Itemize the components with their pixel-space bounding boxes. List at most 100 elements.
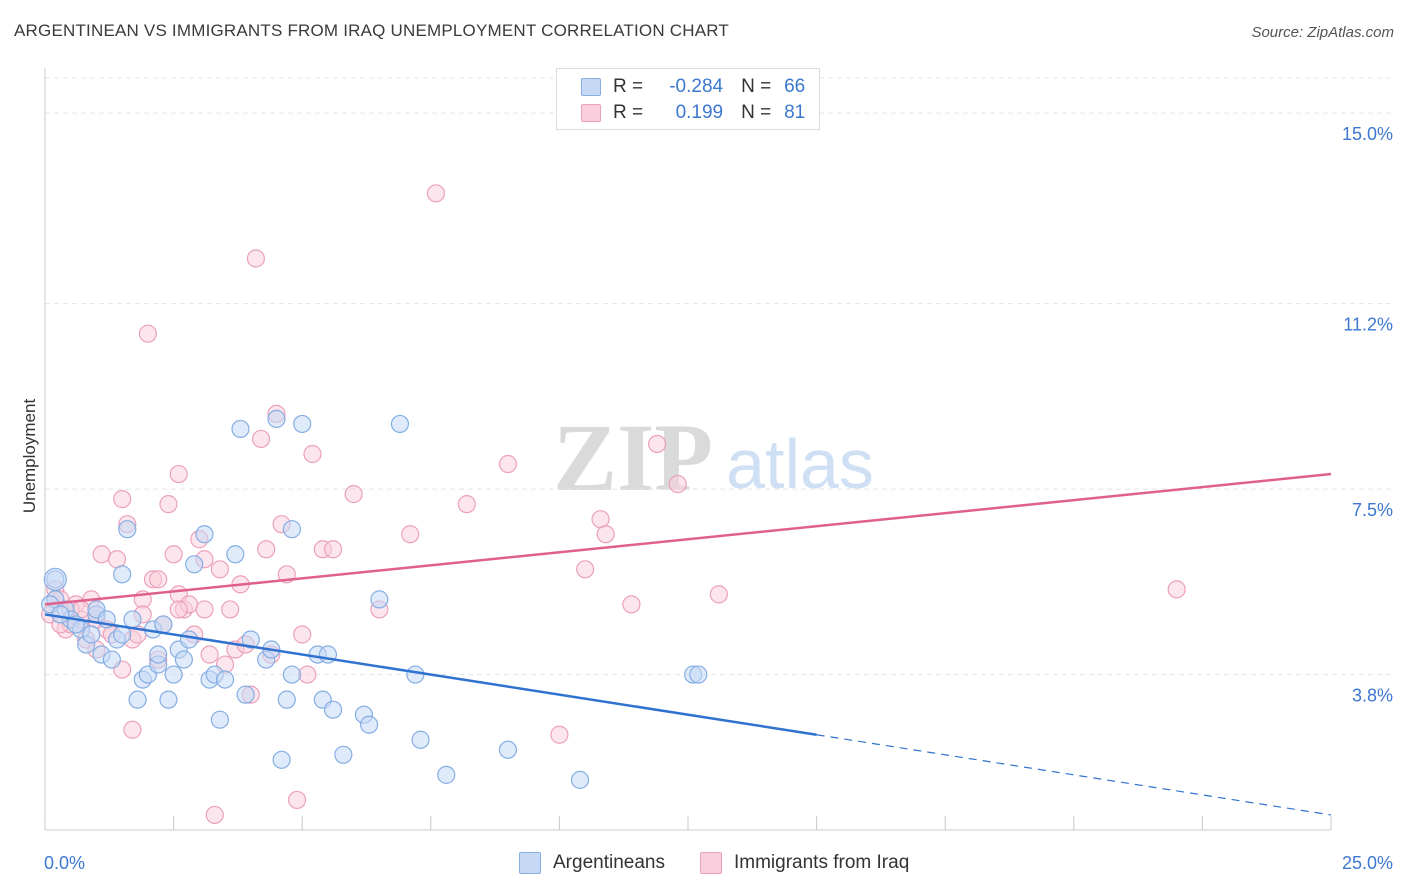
iraq-point	[169, 464, 188, 484]
iraq-point	[323, 540, 343, 559]
argentineans-point	[282, 665, 302, 684]
iraq-point	[246, 249, 266, 268]
source-note: Source: ZipAtlas.com	[1251, 24, 1394, 41]
iraq-legend-swatch	[700, 852, 722, 874]
r-label: R =	[613, 102, 644, 123]
iraq-point	[401, 525, 420, 544]
iraq-point	[195, 600, 214, 619]
argentineans-point	[334, 745, 353, 764]
n-value: 81	[784, 102, 806, 123]
iraq-point	[648, 434, 667, 454]
argentineans-point	[498, 740, 518, 759]
argentineans-point	[370, 590, 389, 609]
argentineans-trend-line	[44, 613, 817, 736]
iraq-point	[293, 625, 312, 644]
iraq-point	[138, 324, 157, 343]
n-label: N =	[741, 102, 772, 123]
stats-legend-row-iraq: R = 0.199 N = 81	[581, 100, 805, 126]
iraq-point	[426, 184, 446, 203]
legend-item-argentineans: Argentineans	[519, 852, 665, 874]
legend-label-argentineans: Argentineans	[553, 852, 665, 873]
argentineans-point	[159, 690, 178, 709]
argentineans-point	[570, 770, 590, 789]
iraq-trend-line	[44, 472, 1332, 606]
iraq-point	[107, 550, 127, 569]
iraq-point	[149, 570, 168, 589]
argentineans-point	[113, 565, 132, 584]
argentineans-point	[226, 545, 245, 564]
y-tick-label: 7.5%	[1352, 500, 1393, 520]
x-tick-label: 0.0%	[44, 853, 85, 873]
n-value: 66	[784, 76, 806, 97]
argentineans-point	[293, 414, 312, 434]
argentineans-point	[267, 409, 286, 429]
iraq-point	[596, 525, 615, 544]
iraq-point	[287, 790, 307, 810]
argentineans-point	[174, 650, 193, 669]
argentineans-point	[195, 525, 214, 544]
legend-label-iraq: Immigrants from Iraq	[734, 852, 910, 873]
iraq-point	[251, 429, 271, 449]
argentineans-swatch	[581, 78, 601, 96]
argentineans-point	[82, 625, 101, 644]
argentineans-point	[323, 700, 343, 719]
iraq-point	[221, 600, 240, 619]
watermark-zip: ZIP	[553, 404, 713, 511]
chart-title: ARGENTINEAN VS IMMIGRANTS FROM IRAQ UNEM…	[14, 21, 729, 40]
argentineans-point	[689, 665, 708, 684]
y-tick-label: 3.8%	[1352, 686, 1393, 706]
y-tick-label: 15.0%	[1342, 124, 1393, 144]
argentineans-point	[154, 615, 173, 634]
iraq-point	[298, 665, 317, 684]
iraq-point	[576, 560, 595, 579]
series-legend: Argentineans Immigrants from Iraq	[0, 850, 1406, 878]
r-label: R =	[613, 76, 644, 97]
iraq-point	[1167, 580, 1186, 599]
argentineans-point	[411, 730, 430, 749]
iraq-point	[200, 645, 219, 664]
iraq-point	[303, 444, 322, 464]
argentineans-legend-swatch	[519, 852, 541, 874]
y-tick-label: 11.2%	[1343, 315, 1393, 335]
iraq-point	[169, 600, 188, 619]
iraq-point	[709, 585, 728, 604]
argentineans-point	[123, 610, 142, 629]
legend-item-iraq: Immigrants from Iraq	[700, 852, 909, 874]
iraq-point	[668, 474, 687, 494]
argentineans-point	[149, 645, 168, 664]
iraq-point	[210, 560, 229, 579]
argentineans-point	[179, 630, 199, 649]
argentineans-point	[282, 520, 302, 539]
argentineans-point	[236, 685, 255, 704]
iraq-point	[498, 454, 518, 474]
iraq-point	[622, 595, 641, 614]
argentineans-point	[406, 665, 425, 684]
argentineans-point	[185, 555, 204, 574]
r-value: 0.199	[675, 102, 724, 123]
r-value: -0.284	[669, 76, 724, 97]
stats-legend-row-argentineans: R = -0.284 N = 66	[581, 74, 805, 100]
n-label: N =	[741, 76, 772, 97]
argentineans-point	[215, 670, 235, 689]
argentineans-point	[231, 419, 250, 439]
iraq-point	[159, 495, 178, 514]
argentineans-point	[437, 765, 456, 784]
iraq-point	[123, 720, 142, 739]
argentineans-trend-extension	[816, 734, 1332, 816]
argentineans-point	[164, 665, 183, 684]
argentineans-point	[390, 414, 410, 434]
iraq-point	[164, 545, 183, 564]
stats-legend: R = -0.284 N = 66 R = 0.199 N = 81	[556, 68, 820, 130]
iraq-point	[591, 510, 610, 529]
argentineans-point	[128, 690, 147, 709]
argentineans-point	[51, 605, 70, 624]
iraq-point	[257, 540, 276, 559]
argentineans-point	[277, 690, 296, 709]
iraq-point	[113, 490, 132, 509]
argentineans-point	[102, 650, 121, 669]
iraq-point	[205, 805, 224, 825]
argentineans-point	[210, 710, 229, 729]
x-tick-label: 25.0%	[1342, 853, 1393, 873]
iraq-point	[550, 725, 569, 744]
